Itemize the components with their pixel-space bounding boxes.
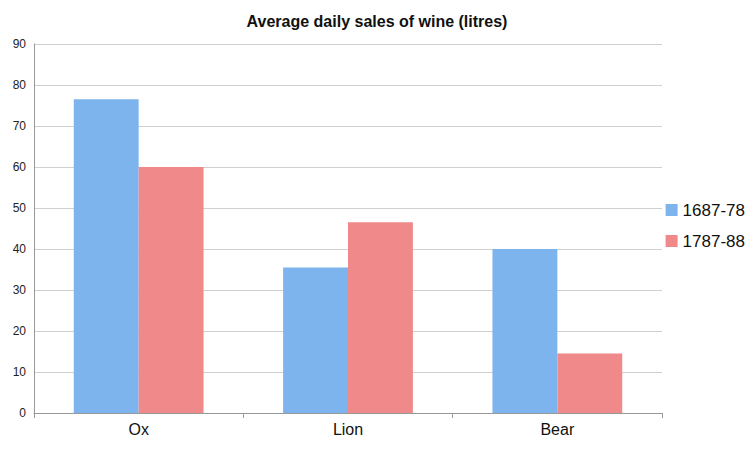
svg-text:50: 50 bbox=[13, 201, 27, 215]
svg-text:1687-78: 1687-78 bbox=[683, 201, 745, 220]
svg-text:60: 60 bbox=[13, 160, 27, 174]
svg-text:40: 40 bbox=[13, 242, 27, 256]
svg-text:10: 10 bbox=[13, 365, 27, 379]
svg-text:30: 30 bbox=[13, 283, 27, 297]
svg-text:80: 80 bbox=[13, 78, 27, 92]
svg-text:70: 70 bbox=[13, 119, 27, 133]
svg-text:20: 20 bbox=[13, 324, 27, 338]
svg-text:Lion: Lion bbox=[333, 421, 363, 438]
svg-text:90: 90 bbox=[13, 37, 27, 51]
svg-text:1787-88: 1787-88 bbox=[683, 232, 745, 251]
svg-text:Bear: Bear bbox=[540, 421, 574, 438]
svg-text:Average daily sales of wine (l: Average daily sales of wine (litres) bbox=[247, 13, 508, 30]
svg-text:0: 0 bbox=[19, 406, 26, 420]
svg-text:Ox: Ox bbox=[128, 421, 148, 438]
